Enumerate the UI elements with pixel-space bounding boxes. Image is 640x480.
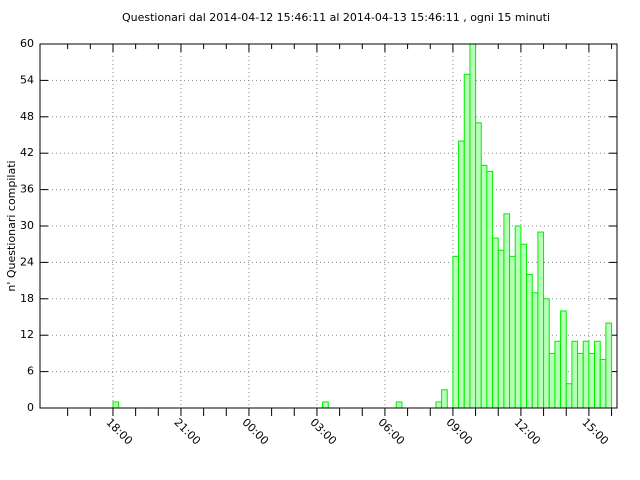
bar [548,352,556,409]
bar [582,340,590,409]
bar [503,213,511,409]
x-tick-label: 06:00 [375,416,407,448]
x-tick-label: 15:00 [579,416,611,448]
x-tick-label: 00:00 [240,416,272,448]
y-tick-label: 0 [27,401,34,414]
bar [514,225,522,409]
y-tick-label: 48 [20,110,34,123]
bar [531,292,539,409]
bar [458,140,465,409]
bar [463,73,471,409]
y-tick-label: 18 [20,292,34,305]
bar [469,43,477,409]
x-tick-label: 03:00 [307,416,339,448]
bar [112,401,120,409]
chart-title: Questionari dal 2014-04-12 15:46:11 al 2… [122,11,550,24]
x-tick-label: 21:00 [172,416,204,448]
x-tick-label: 12:00 [511,416,543,448]
x-tick-label: 18:00 [104,416,136,448]
plot-frame [39,43,618,409]
bar [599,358,607,409]
bar [486,170,494,409]
y-tick-label: 54 [20,73,34,86]
bar [441,389,448,409]
y-tick-label: 36 [20,183,34,196]
bar [526,274,533,409]
bar [509,255,516,409]
bar [577,352,584,409]
y-tick-label: 30 [20,219,34,232]
bar [571,340,579,409]
bar [560,310,567,409]
bar [554,340,562,409]
bar [452,255,460,409]
bar [395,401,403,409]
bar [322,401,329,409]
y-tick-label: 12 [20,328,34,341]
y-tick-label: 6 [27,365,34,378]
bar [543,298,550,409]
bar [492,237,499,409]
y-tick-label: 60 [20,37,34,50]
bar [520,243,528,409]
bar [537,231,545,409]
bar [475,122,482,409]
bar [605,322,613,409]
x-tick-label: 09:00 [443,416,475,448]
y-tick-label: 24 [20,255,34,268]
bar [588,352,596,409]
y-tick-label: 42 [20,146,34,159]
bar [594,340,601,409]
bar [565,383,573,409]
y-axis-label: n' Questionari compilati [5,160,18,291]
bar [497,249,505,409]
bar [480,164,488,409]
bar [435,401,443,409]
